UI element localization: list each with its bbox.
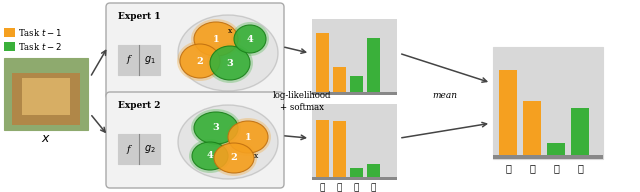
Text: x: x [254,152,258,160]
Text: log-likelihood: log-likelihood [273,91,332,100]
Bar [367,38,380,92]
Text: x: x [228,27,232,35]
Ellipse shape [178,15,278,91]
Bar [523,101,541,155]
Ellipse shape [177,41,223,81]
Text: Expert 2: Expert 2 [118,101,161,110]
FancyBboxPatch shape [106,3,284,99]
Bar [493,155,603,159]
Text: 1: 1 [212,35,220,44]
Bar [333,67,346,92]
Text: $x$: $x$ [41,132,51,146]
Ellipse shape [180,44,220,78]
Bar [312,176,397,180]
Text: f: f [127,55,131,65]
Ellipse shape [189,139,231,173]
Ellipse shape [211,140,257,176]
Bar [4,28,15,37]
Bar [4,42,15,51]
Ellipse shape [225,118,271,156]
Bar [367,164,380,176]
Bar [547,142,565,155]
Text: f: f [127,145,131,153]
Text: 🐇: 🐇 [371,184,376,192]
Text: $g_1$: $g_1$ [143,54,156,66]
Bar [118,134,160,164]
Bar [316,33,329,92]
Bar [312,19,397,95]
Text: + softmax: + softmax [280,103,324,112]
Text: 4: 4 [246,35,253,44]
Ellipse shape [194,112,238,144]
Ellipse shape [228,121,268,153]
Text: 3: 3 [212,123,220,132]
Bar [312,92,397,95]
Bar [118,45,160,75]
Bar [571,108,589,155]
Ellipse shape [210,46,250,80]
Bar [22,78,70,115]
Ellipse shape [191,109,241,147]
Text: 3: 3 [227,59,234,68]
Ellipse shape [214,143,254,173]
Ellipse shape [194,22,238,56]
Bar [333,121,346,176]
FancyBboxPatch shape [106,92,284,188]
Text: mean: mean [433,90,458,99]
Bar [12,73,80,125]
Text: 🐓: 🐓 [337,184,342,192]
Ellipse shape [207,43,253,83]
Text: 🐕: 🐕 [354,184,359,192]
Text: 🐕: 🐕 [553,163,559,173]
Ellipse shape [234,25,266,53]
Text: 🐓: 🐓 [529,163,535,173]
Bar [4,58,88,130]
Bar [312,104,397,180]
Bar [499,70,517,155]
Text: 4: 4 [207,151,213,161]
Ellipse shape [192,142,228,170]
Text: 🐈: 🐈 [505,163,511,173]
Ellipse shape [178,105,278,179]
Text: Task $t-1$: Task $t-1$ [18,27,62,38]
Text: Task $t-2$: Task $t-2$ [18,41,62,52]
Bar [350,76,363,92]
Text: 2: 2 [196,56,204,65]
Bar [493,47,603,159]
Ellipse shape [191,19,241,59]
Text: Expert 1: Expert 1 [118,12,161,21]
Text: $g_2$: $g_2$ [143,143,156,155]
Text: 🐇: 🐇 [577,163,583,173]
Bar [316,120,329,176]
Bar [350,168,363,176]
Text: 1: 1 [244,132,252,142]
Text: 🐈: 🐈 [320,184,325,192]
Ellipse shape [231,22,269,56]
Text: 2: 2 [230,153,237,162]
